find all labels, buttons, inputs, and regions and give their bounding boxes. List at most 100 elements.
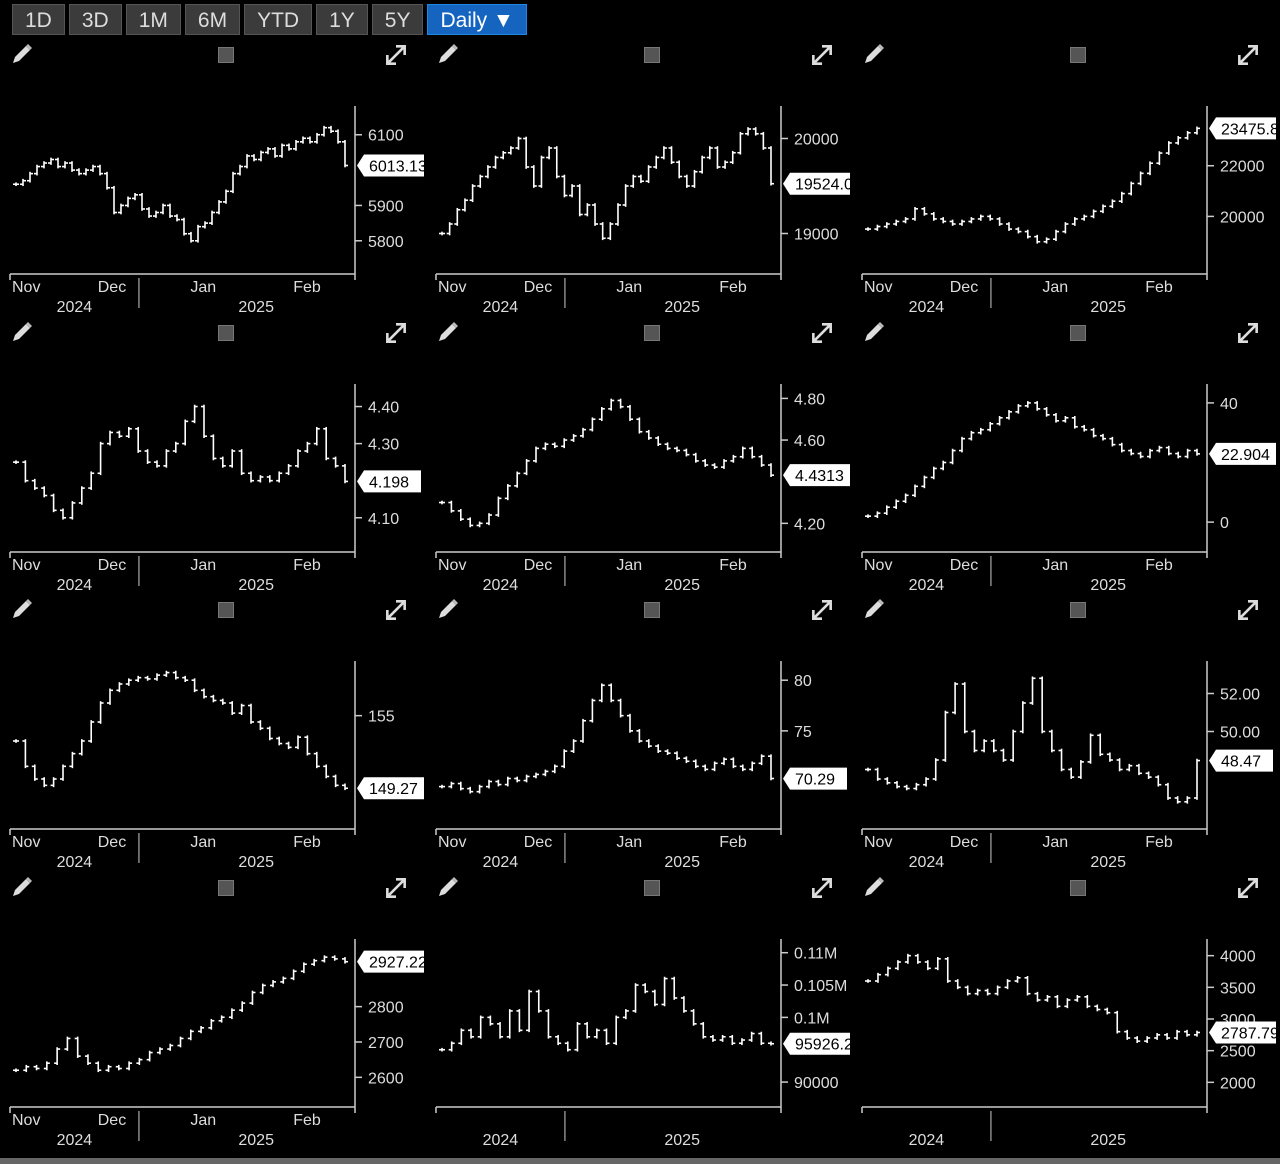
pencil-icon[interactable]: [862, 42, 886, 66]
ohlc-bar: [286, 143, 292, 151]
x-year-label: 2024: [483, 854, 519, 871]
ohlc-bar: [257, 720, 264, 731]
ohlc-bar: [34, 164, 40, 176]
ohlc-bar: [977, 214, 984, 221]
ohlc-bar: [516, 1009, 523, 1033]
ohlc-bar: [156, 1047, 163, 1055]
ohlc-bar: [20, 178, 26, 187]
timeframe-button-1d[interactable]: 1D: [12, 4, 65, 35]
expand-icon[interactable]: [809, 42, 835, 68]
price-chart: 6100 5900 5800 Nov Dec Jan Feb 2024 2025 6013.13: [9, 106, 424, 316]
last-price-label: 22.904: [1221, 447, 1270, 464]
ohlc-bar: [923, 777, 930, 787]
ohlc-bar: [486, 513, 492, 526]
ohlc-bar: [33, 1064, 40, 1071]
expand-icon[interactable]: [383, 875, 409, 901]
checkbox-icon[interactable]: [644, 602, 660, 618]
checkbox-icon[interactable]: [218, 47, 234, 63]
ohlc-bar: [514, 471, 521, 488]
pencil-icon[interactable]: [10, 42, 34, 66]
timeframe-button-5y[interactable]: 5Y: [371, 4, 424, 35]
pencil-icon[interactable]: [436, 597, 460, 621]
ohlc-bar: [1118, 442, 1125, 453]
checkbox-icon[interactable]: [1070, 602, 1086, 618]
ohlc-bar: [660, 146, 667, 160]
ohlc-bar: [497, 1022, 504, 1039]
pencil-icon[interactable]: [10, 597, 34, 621]
checkbox-icon[interactable]: [1070, 325, 1086, 341]
price-chart: 40 0 Nov Dec Jan Feb 2024 2025 22.904: [861, 384, 1276, 594]
ohlc-bar: [43, 1061, 50, 1071]
pencil-icon[interactable]: [436, 875, 460, 899]
ohlc-bar: [139, 193, 145, 211]
expand-icon[interactable]: [383, 42, 409, 68]
checkbox-icon[interactable]: [1070, 880, 1086, 896]
pencil-icon[interactable]: [436, 42, 460, 66]
y-tick-label: 0: [1220, 515, 1229, 532]
ohlc-bar: [146, 1050, 153, 1062]
ohlc-bar: [321, 955, 328, 963]
x-month-label: Nov: [12, 1112, 40, 1129]
ohlc-bar: [622, 1009, 629, 1020]
x-year-label: 2024: [483, 299, 519, 316]
expand-icon[interactable]: [1235, 320, 1261, 346]
timeframe-button-1m[interactable]: 1M: [125, 4, 181, 35]
ohlc-bar: [218, 1015, 225, 1023]
expand-icon[interactable]: [383, 597, 409, 623]
timeframe-button-daily[interactable]: Daily ▼: [427, 4, 527, 35]
ohlc-bar: [1004, 979, 1011, 990]
ohlc-bar: [1194, 1030, 1200, 1037]
pencil-icon[interactable]: [862, 875, 886, 899]
bottom-scrollbar[interactable]: [0, 1158, 1280, 1164]
checkbox-icon[interactable]: [218, 880, 234, 896]
ohlc-bar: [613, 1015, 620, 1046]
pencil-icon[interactable]: [862, 597, 886, 621]
timeframe-button-6m[interactable]: 6M: [184, 4, 241, 35]
ohlc-bar: [295, 449, 301, 468]
timeframe-button-1y[interactable]: 1Y: [316, 4, 368, 35]
x-year-label: 2025: [238, 577, 274, 594]
expand-icon[interactable]: [383, 320, 409, 346]
ohlc-bar: [739, 764, 746, 772]
expand-icon[interactable]: [1235, 597, 1261, 623]
expand-icon[interactable]: [809, 597, 835, 623]
y-tick-label: 50.00: [1220, 725, 1260, 742]
ohlc-bar: [569, 184, 576, 198]
ohlc-bar: [865, 227, 871, 231]
ohlc-bar: [1154, 1033, 1161, 1040]
ohlc-bar: [570, 739, 577, 753]
checkbox-icon[interactable]: [644, 325, 660, 341]
checkbox-icon[interactable]: [218, 325, 234, 341]
ohlc-bar: [198, 1026, 205, 1034]
ohlc-bar: [940, 460, 947, 471]
ohlc-bar: [930, 212, 937, 221]
pencil-icon[interactable]: [436, 320, 460, 344]
chart-panel: 22000 20000 Nov Dec Jan Feb 2024 2025 23475.87: [852, 38, 1276, 316]
checkbox-icon[interactable]: [218, 602, 234, 618]
ohlc-bar: [523, 774, 530, 783]
ohlc-bar: [1100, 204, 1106, 214]
checkbox-icon[interactable]: [1070, 47, 1086, 63]
ohlc-bar: [627, 713, 633, 733]
ohlc-bar: [1184, 1029, 1191, 1037]
checkbox-icon[interactable]: [644, 880, 660, 896]
panel-header: [852, 871, 1276, 903]
pencil-icon[interactable]: [10, 320, 34, 344]
ohlc-bar: [1029, 676, 1036, 705]
ohlc-bar: [913, 782, 920, 791]
checkbox-icon[interactable]: [644, 47, 660, 63]
pencil-icon[interactable]: [862, 320, 886, 344]
pencil-icon[interactable]: [10, 875, 34, 899]
expand-icon[interactable]: [1235, 42, 1261, 68]
panel-header: [426, 871, 850, 903]
expand-icon[interactable]: [809, 320, 835, 346]
ohlc-bar: [104, 171, 110, 190]
ohlc-bar: [645, 429, 652, 440]
timeframe-button-ytd[interactable]: YTD: [244, 4, 313, 35]
expand-icon[interactable]: [1235, 875, 1261, 901]
timeframe-button-3d[interactable]: 3D: [68, 4, 122, 35]
ohlc-bar: [883, 505, 890, 516]
ohlc-bar: [181, 217, 187, 236]
expand-icon[interactable]: [809, 875, 835, 901]
ohlc-bar: [177, 1036, 184, 1048]
